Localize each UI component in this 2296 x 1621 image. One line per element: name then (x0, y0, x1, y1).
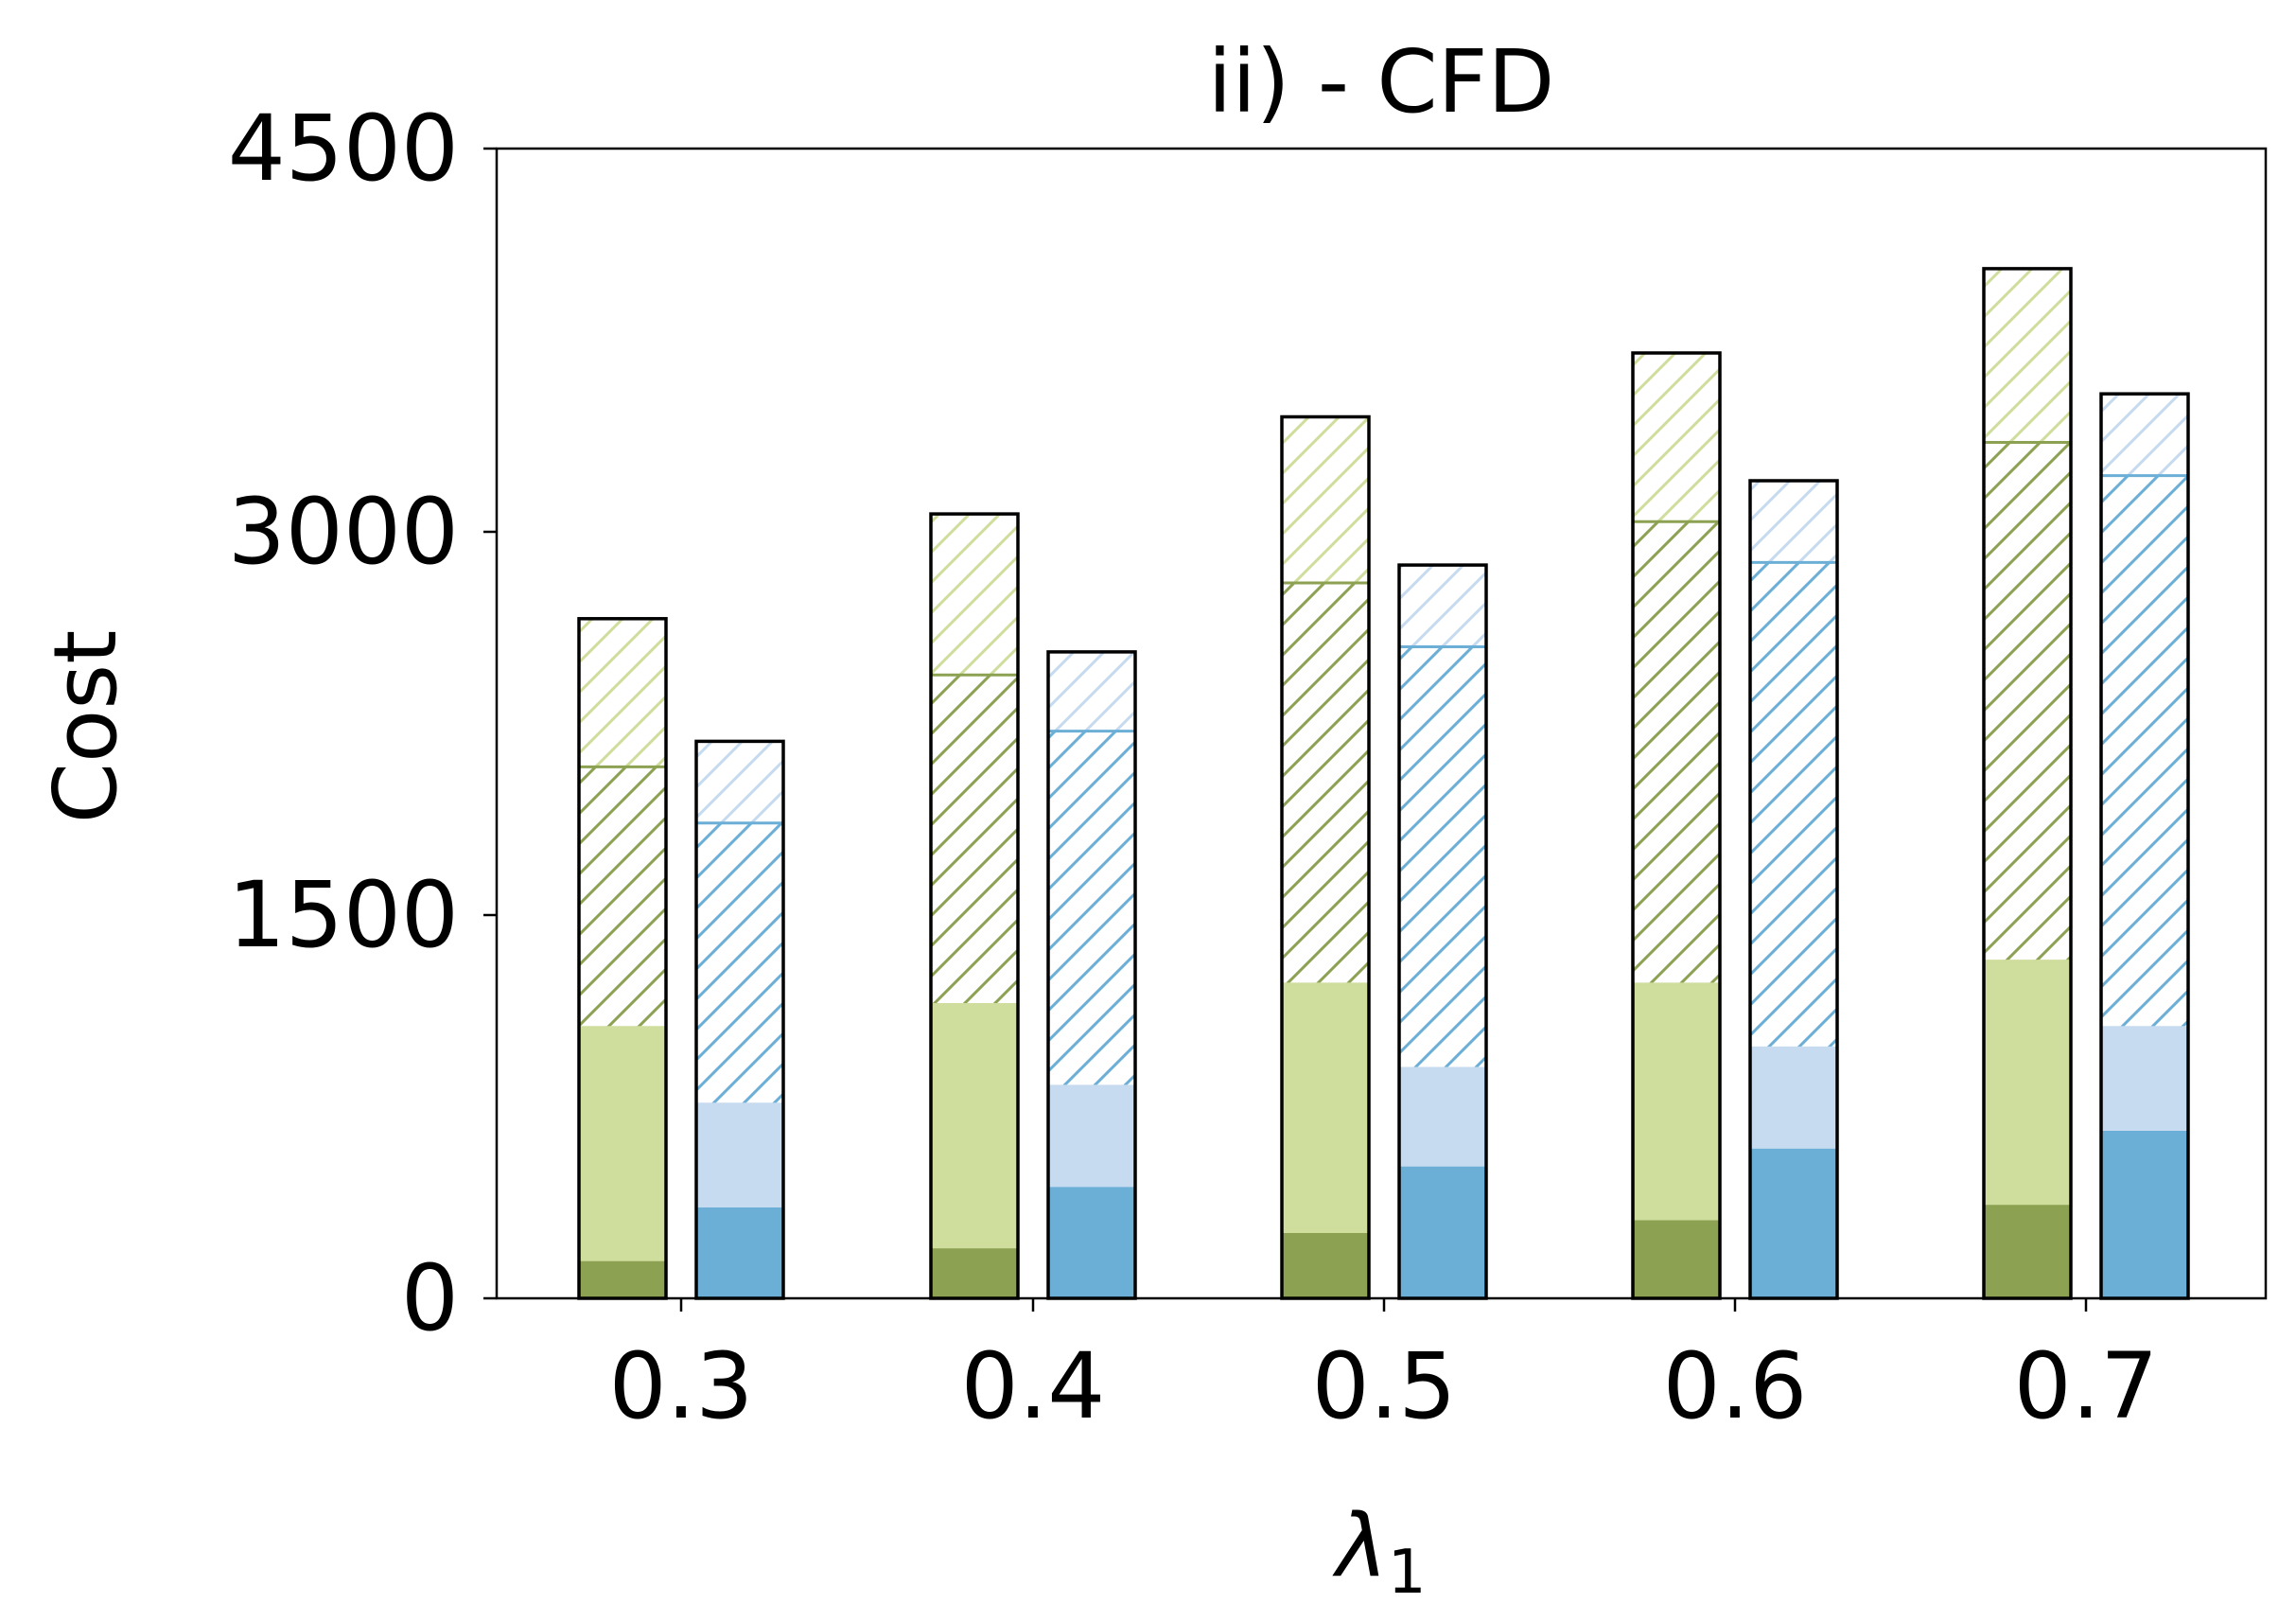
bar-segment-green-0.6-3 (1633, 353, 1720, 522)
y-axis-label: Cost (35, 630, 136, 824)
bar-segment-green-0.6-1 (1633, 983, 1720, 1222)
x-tick-label-0.4: 0.4 (961, 1333, 1106, 1439)
bars-layer (577, 267, 2190, 1300)
bar-segment-blue-0.5-2 (1399, 646, 1486, 1068)
bar-segment-green-0.7-3 (1984, 268, 2071, 443)
y-tick-label-4500: 4500 (228, 96, 459, 202)
plot-frame (495, 147, 2268, 1300)
bar-segment-blue-0.3-3 (696, 741, 783, 823)
bar-segment-green-0.7-0 (1984, 1206, 2071, 1298)
bar-segment-green-0.6-0 (1633, 1222, 1720, 1298)
bar-segment-blue-0.6-1 (1750, 1048, 1837, 1151)
bar-segment-green-0.3-1 (579, 1027, 666, 1263)
bar-segment-blue-0.3-0 (696, 1208, 783, 1298)
bar-segment-blue-0.7-1 (2101, 1027, 2188, 1133)
y-tick-label-0: 0 (401, 1245, 459, 1351)
bar-segment-green-0.7-2 (1984, 442, 2071, 961)
y-axis: 0 1500 3000 4500 (228, 96, 497, 1351)
y-tick-label-3000: 3000 (228, 479, 459, 585)
x-axis-label-subscript: 1 (1388, 1538, 1427, 1608)
bar-segment-blue-0.6-3 (1750, 481, 1837, 563)
bar-segment-green-0.3-3 (579, 618, 666, 767)
bar-segment-green-0.5-3 (1282, 416, 1369, 583)
bar-segment-green-0.7-1 (1984, 960, 2071, 1207)
bar-segment-blue-0.4-1 (1048, 1085, 1135, 1189)
bar-segment-blue-0.5-3 (1399, 565, 1486, 647)
bar-segment-blue-0.3-1 (696, 1103, 783, 1209)
x-tick-label-0.6: 0.6 (1663, 1333, 1808, 1439)
bar-segment-green-0.4-3 (931, 514, 1018, 676)
bar-segment-blue-0.7-0 (2101, 1132, 2188, 1298)
bar-segment-blue-0.6-0 (1750, 1150, 1837, 1298)
x-axis: 0.3 0.4 0.5 0.6 0.7 (609, 1298, 2159, 1439)
bar-segment-blue-0.5-0 (1399, 1168, 1486, 1298)
bar-segment-blue-0.7-2 (2101, 475, 2188, 1028)
bar-segment-blue-0.7-3 (2101, 394, 2188, 476)
bar-segment-green-0.5-0 (1282, 1234, 1369, 1298)
bar-segment-blue-0.3-2 (696, 822, 783, 1104)
bar-segment-green-0.3-2 (579, 766, 666, 1028)
y-tick-label-1500: 1500 (228, 862, 459, 968)
x-tick-label-0.5: 0.5 (1312, 1333, 1457, 1439)
bar-segment-green-0.5-2 (1282, 583, 1369, 984)
bar-segment-green-0.4-2 (931, 675, 1018, 1005)
x-axis-label-symbol: λ (1331, 1495, 1387, 1596)
bar-segment-blue-0.4-2 (1048, 731, 1135, 1086)
bar-segment-green-0.4-1 (931, 1004, 1018, 1250)
bar-segment-green-0.5-1 (1282, 983, 1369, 1235)
bar-segment-blue-0.4-3 (1048, 651, 1135, 731)
x-axis-label: λ1 (1331, 1495, 1426, 1608)
x-tick-label-0.7: 0.7 (2014, 1333, 2159, 1439)
bar-segment-green-0.3-0 (579, 1262, 666, 1298)
bar-segment-blue-0.4-0 (1048, 1188, 1135, 1298)
chart-title: ii) - CFD (1208, 31, 1555, 132)
bar-segment-green-0.6-2 (1633, 521, 1720, 984)
x-tick-label-0.3: 0.3 (609, 1333, 754, 1439)
bar-segment-green-0.4-0 (931, 1249, 1018, 1298)
bar-segment-blue-0.6-2 (1750, 562, 1837, 1048)
bar-segment-blue-0.5-1 (1399, 1068, 1486, 1169)
